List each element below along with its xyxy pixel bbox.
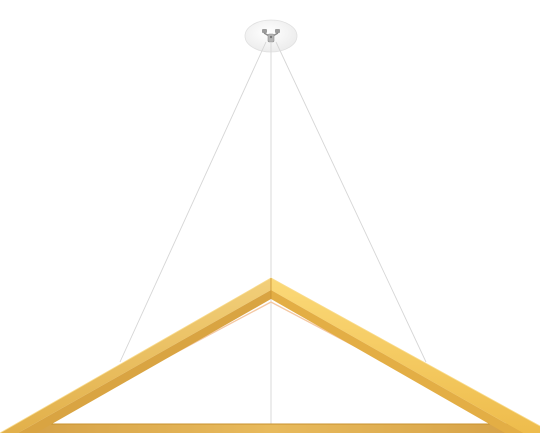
left-arm-side <box>18 290 271 433</box>
inner-diffuser <box>37 301 507 427</box>
right-arm-side <box>271 290 523 433</box>
bottom-bar <box>18 424 524 433</box>
right-arm-top <box>271 278 540 433</box>
apex-edge <box>0 277 540 433</box>
suspension-cables <box>119 41 427 425</box>
triangle-frame <box>0 277 540 433</box>
